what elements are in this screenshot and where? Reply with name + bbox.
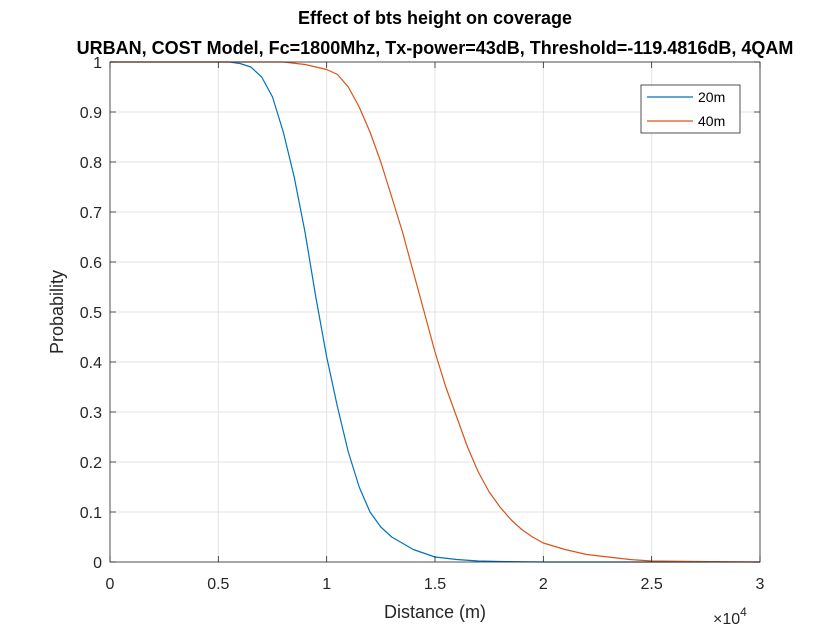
x-tick-label: 0.5 (207, 576, 229, 593)
y-tick-label: 0.8 (80, 155, 102, 172)
y-axis-label: Probability (47, 270, 67, 354)
y-tick-label: 0.4 (80, 355, 102, 372)
y-tick-label: 0.1 (80, 505, 102, 522)
x-exponent-base: ×10 (713, 611, 740, 628)
series-line-40m (110, 61, 761, 563)
x-tick-label: 3 (756, 576, 765, 593)
y-tick-labels: 0 0.1 0.2 0.3 0.4 0.5 0.6 0.7 0.8 0.9 1 (80, 55, 102, 572)
x-exponent-power: 4 (740, 605, 747, 619)
y-tick-label: 0.9 (80, 105, 102, 122)
y-tick-label: 1 (93, 55, 102, 72)
x-tick-label: 0 (106, 576, 115, 593)
y-tick-label: 0.2 (80, 455, 102, 472)
x-exponent-label: ×104 (713, 605, 747, 628)
legend: 20m 40m (640, 84, 741, 134)
x-tick-label: 2 (539, 576, 548, 593)
y-tick-label: 0 (93, 555, 102, 572)
y-tick-label: 0.3 (80, 405, 102, 422)
legend-label-40m: 40m (698, 113, 725, 129)
chart-title: Effect of bts height on coverage (298, 8, 572, 28)
x-tick-label: 1 (322, 576, 331, 593)
y-tick-label: 0.7 (80, 205, 102, 222)
legend-label-20m: 20m (698, 89, 725, 105)
legend-box (640, 84, 741, 134)
y-tick-label: 0.5 (80, 305, 102, 322)
x-tick-label: 1.5 (424, 576, 446, 593)
axis-ticks (109, 61, 761, 563)
series-line-20m (110, 61, 760, 563)
chart-subtitle: URBAN, COST Model, Fc=1800Mhz, Tx-power=… (77, 38, 794, 58)
y-tick-label: 0.6 (80, 255, 102, 272)
x-tick-label: 2.5 (641, 576, 663, 593)
x-tick-labels: 0 0.5 1 1.5 2 2.5 3 (106, 576, 765, 593)
x-axis-label: Distance (m) (384, 602, 486, 622)
series-layer (110, 61, 761, 563)
